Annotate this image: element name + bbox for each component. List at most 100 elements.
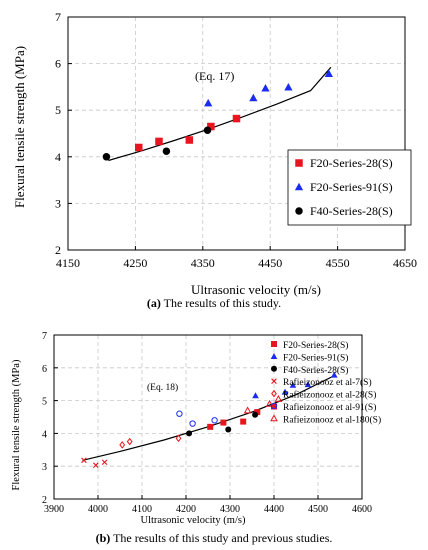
chart-b-series-5-point (211, 417, 218, 424)
chart-b-series-4-point (119, 441, 126, 449)
chart-a-fit-curve (108, 66, 332, 162)
chart-a-series-2-point (162, 147, 171, 155)
chart-a-series-0-point (155, 137, 163, 146)
chart-a-series-0-point (185, 136, 194, 144)
chart-b-legend-label: Rafieizonooz et al-91(S) (283, 402, 376, 413)
chart-b-series-6-point (243, 406, 252, 414)
chart-a-ylabel: Flexural tensile strength (MPa) (12, 46, 27, 208)
chart-b-series-5 (176, 410, 218, 427)
chart-b-legend-marker (271, 365, 277, 372)
chart-a-series-1-point (261, 83, 270, 92)
chart-a-xtick-label: 4650 (393, 256, 417, 270)
chart-a-series-1 (204, 69, 333, 107)
chart-b-legend-label: F40-Series-28(S) (283, 365, 348, 376)
chart-a: Flexural tensile strength (MPa) Ultrason… (12, 10, 417, 297)
chart-a-legend-marker (294, 182, 304, 191)
chart-a-legend-marker (295, 207, 303, 215)
chart-b-series-3-point-stroke-2 (101, 459, 108, 466)
chart-b-legend-marker-stroke-2 (271, 378, 277, 384)
chart-b-caption-tag: (b) (95, 531, 111, 545)
chart-a-series-0-point (207, 122, 215, 131)
chart-a-series-1-point (324, 69, 333, 78)
chart-b-ytick-label: 5 (42, 397, 47, 408)
chart-a-xtick-label: 4550 (326, 256, 350, 270)
chart-b-series-2 (186, 411, 259, 437)
chart-a-series-1-point (284, 83, 293, 91)
chart-b-ytick-label: 7 (42, 331, 47, 342)
chart-b-series-4-point (126, 437, 133, 446)
chart-b-series-5-point (176, 410, 183, 417)
chart-a-series-2 (102, 126, 212, 161)
chart-b-xtick-label: 4600 (352, 504, 372, 515)
chart-a-series-1-point (204, 98, 213, 107)
chart-b-series-2-point (252, 411, 259, 418)
chart-b-xtick-label: 4000 (88, 504, 108, 515)
chart-a-ytick-label: 6 (55, 57, 61, 71)
chart-b-legend-label: Rafieizonooz et al-7(S) (283, 377, 372, 388)
chart-a-legend-box (287, 149, 412, 226)
chart-a-series-2-point (102, 153, 111, 161)
chart-b-series-1-point (289, 381, 297, 388)
chart-b-legend-label: F20-Series-91(S) (283, 352, 348, 363)
chart-b-series-6 (243, 394, 283, 414)
chart-b-series-2-point (225, 426, 232, 433)
chart-a-ytick-label: 2 (55, 243, 61, 257)
chart-b-series-1-point (252, 392, 259, 399)
chart-a-legend-marker (295, 159, 303, 167)
chart-a-equation-label: (Eq. 17) (195, 69, 234, 83)
chart-b-series-1-point (330, 371, 338, 378)
chart-b-legend-marker (271, 378, 277, 384)
chart-b-caption: (b) The results of this study and previo… (0, 531, 428, 546)
chart-b-series-6-point (274, 394, 283, 402)
chart-b-series-4-point (175, 434, 182, 443)
chart-b-caption-text: The results of this study and previous s… (110, 531, 333, 545)
chart-b-series-0-point (271, 403, 277, 410)
chart-b-series-0-point (240, 418, 247, 425)
chart-a-legend-label: F20-Series-28(S) (310, 156, 393, 170)
chart-b-series-5-point (189, 420, 196, 427)
chart-b-ytick-label: 4 (42, 429, 47, 440)
chart-b-series-1 (252, 371, 338, 399)
chart-b-grid (54, 335, 362, 499)
chart-b-series-3-point (81, 457, 87, 464)
chart-b-ytick-label: 6 (42, 364, 47, 375)
chart-b-xtick-label: 3900 (44, 504, 64, 515)
chart-b-xtick-label: 4400 (264, 504, 284, 515)
chart-b-series-3-point (101, 459, 108, 466)
chart-a-caption: (a) The results of this study. (0, 296, 428, 311)
chart-b-series-4 (119, 434, 182, 449)
chart-b-series-3-point-stroke-2 (93, 462, 99, 469)
chart-b-xlabel: Ultrasonic velocity (m/s) (141, 515, 246, 526)
chart-b-series-3-point-stroke-2 (81, 457, 87, 464)
chart-b: Flexural tensile strength (MPa) Ultrason… (11, 331, 381, 526)
chart-a-xtick-label: 4350 (191, 256, 215, 270)
chart-a-caption-tag: (a) (146, 296, 161, 310)
chart-a-xtick-label: 4150 (56, 256, 80, 270)
chart-b-legend-label: Rafieizonooz et al-180(S) (283, 414, 381, 425)
chart-b-ylabel: Flexural tensile strength (MPa) (11, 359, 22, 490)
chart-b-series-1-point (304, 381, 312, 388)
chart-a-ytick-label: 5 (55, 103, 61, 117)
chart-b-series-0 (207, 403, 277, 430)
chart-b-legend-marker (270, 402, 278, 410)
chart-a-series-1-point (249, 93, 258, 102)
chart-b-series-2-point (186, 430, 193, 437)
chart-a-series-0-point (232, 114, 241, 123)
chart-a-ytick-label: 7 (55, 10, 61, 24)
chart-a-xlabel: Ultrasonic velocity (m/s) (191, 282, 321, 297)
chart-b-series-6-point (265, 399, 274, 407)
chart-b-legend-marker (270, 414, 278, 422)
chart-b-ytick-label: 2 (42, 495, 47, 506)
chart-b-xtick-label: 4100 (132, 504, 152, 515)
chart-a-xtick-label: 4250 (123, 256, 147, 270)
chart-b-equation-label: (Eq. 18) (147, 382, 178, 393)
chart-a-xtick-label: 4450 (258, 256, 282, 270)
chart-b-legend-marker (271, 341, 277, 347)
chart-a-plot-frame (67, 16, 406, 251)
chart-b-series-3 (81, 457, 108, 469)
chart-b-series-0-point (254, 409, 261, 416)
chart-b-legend-label: F20-Series-28(S) (283, 340, 348, 351)
chart-a-series-2-point (203, 126, 212, 134)
chart-a-legend-label: F20-Series-91(S) (310, 180, 393, 194)
chart-a-series-0-point (135, 143, 143, 152)
